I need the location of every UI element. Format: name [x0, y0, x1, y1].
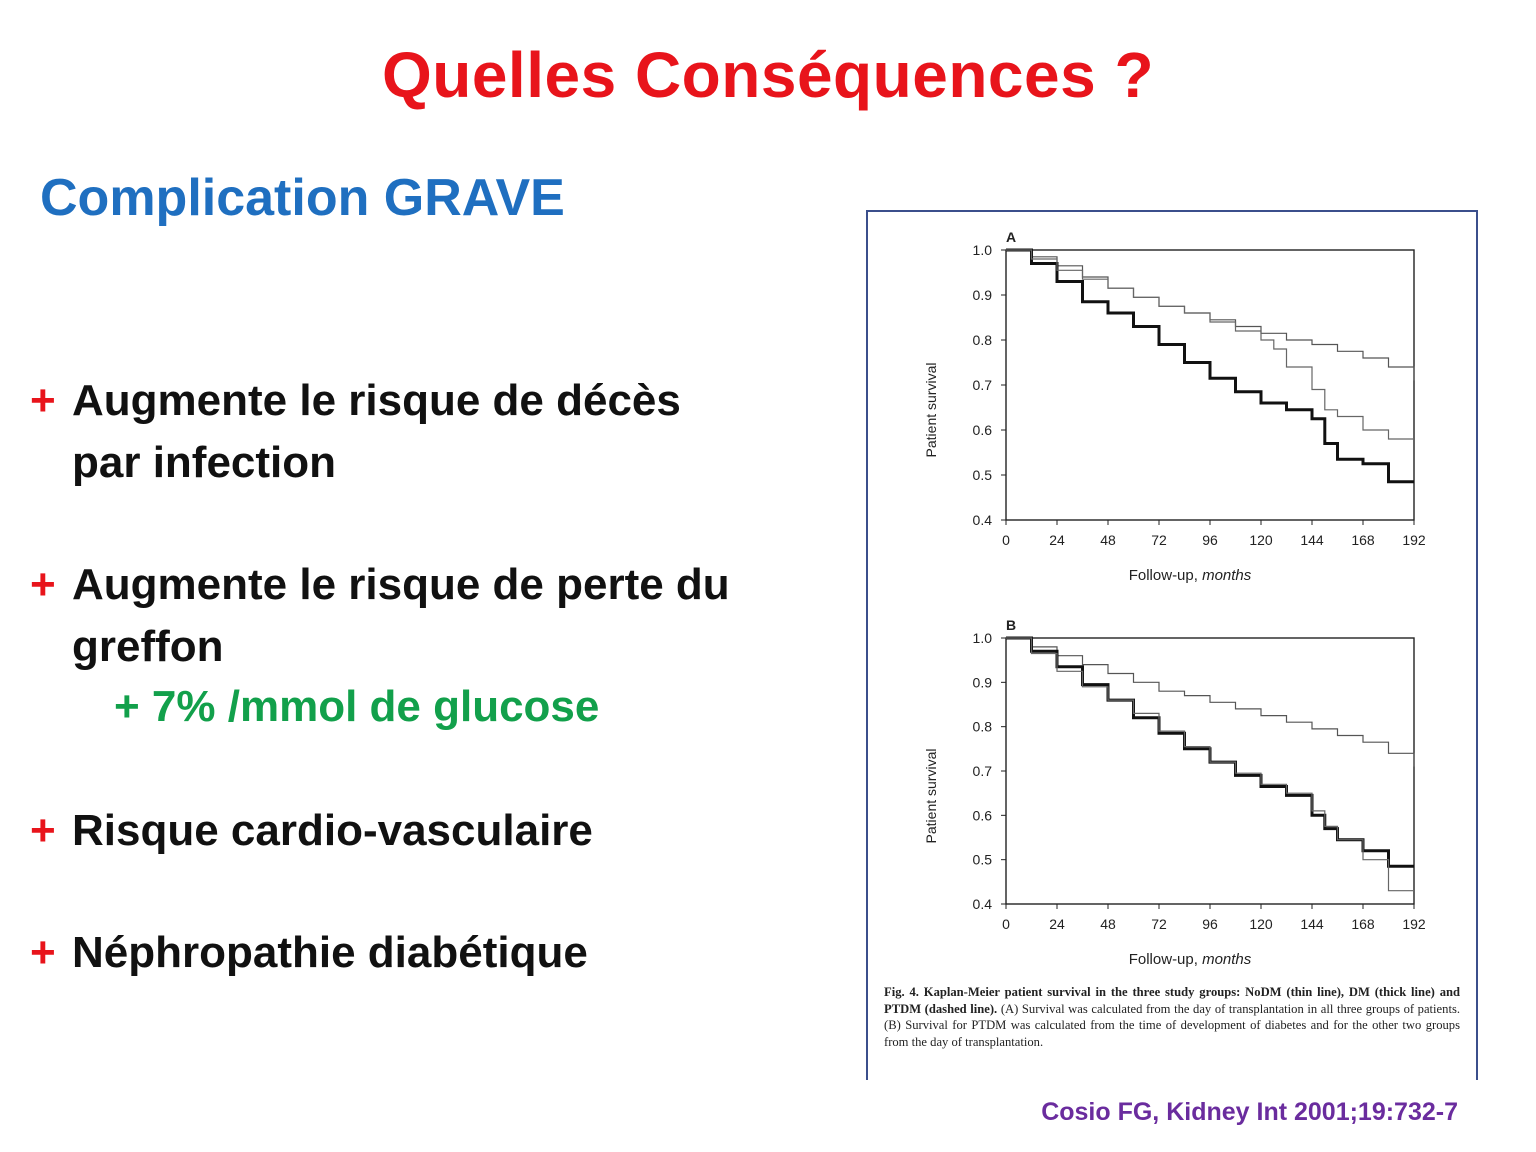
- caption-body: (A) Survival was calculated from the day…: [884, 1001, 1460, 1049]
- x-tick-label: 48: [1100, 916, 1116, 932]
- x-tick-label: 0: [1002, 532, 1010, 548]
- x-tick-label: 192: [1402, 916, 1426, 932]
- survival-curve-dashed: [1006, 637, 1414, 892]
- bullet-text: Augmente le risque de perte du: [72, 560, 730, 609]
- bullet-marker: +: [30, 560, 56, 609]
- caption-title: Fig. 4. Kaplan-Meier patient survival in…: [884, 985, 1460, 1016]
- figure-caption: Fig. 4. Kaplan-Meier patient survival in…: [884, 984, 1460, 1050]
- y-tick-label: 1.0: [973, 630, 993, 646]
- y-tick-label: 0.7: [973, 377, 993, 393]
- bullet-item-4: + Néphropathie diabétique: [30, 922, 588, 984]
- y-tick-label: 0.7: [973, 763, 993, 779]
- x-tick-label: 72: [1151, 916, 1167, 932]
- x-tick-label: 120: [1249, 916, 1273, 932]
- figure-frame: [866, 210, 1478, 1080]
- y-tick-label: 0.4: [973, 896, 993, 912]
- panel-label: B: [1006, 617, 1016, 633]
- kaplan-meier-figure: A 1.0 0.9 0.8 0.7 0.6 0.5 0.4 0 24 48 72 96 120 144 168…: [923, 229, 1426, 968]
- y-tick-label: 0.8: [973, 719, 993, 735]
- x-axis-label: Follow-up, months: [1129, 951, 1252, 968]
- y-tick-label: 0.5: [973, 467, 993, 483]
- bullet-text: Risque cardio-vasculaire: [72, 806, 593, 855]
- y-axis-label: Patient survival: [923, 749, 939, 844]
- y-tick-label: 1.0: [973, 242, 993, 258]
- x-tick-label: 144: [1300, 916, 1324, 932]
- y-tick-label: 0.9: [973, 287, 993, 303]
- x-tick-label: 120: [1249, 532, 1273, 548]
- slide-title: Quelles Conséquences ?: [381, 39, 1155, 111]
- bullet-marker: +: [30, 806, 56, 855]
- survival-curve-thin: [1006, 637, 1415, 767]
- y-axis-label: Patient survival: [923, 363, 939, 458]
- bullet-item-1: + Augmente le risque de décès par infecti…: [30, 370, 681, 494]
- y-tick-label: 0.6: [973, 422, 993, 438]
- x-tick-label: 192: [1402, 532, 1426, 548]
- x-tick-label: 48: [1100, 532, 1116, 548]
- bullet-text-continuation: par infection: [72, 438, 337, 487]
- x-tick-label: 24: [1049, 916, 1065, 932]
- x-tick-label: 72: [1151, 532, 1167, 548]
- y-tick-label: 0.9: [973, 674, 993, 690]
- x-tick-label: 144: [1300, 532, 1324, 548]
- y-tick-label: 0.6: [973, 807, 993, 823]
- bullet-text: Néphropathie diabétique: [72, 928, 588, 977]
- citation: Cosio FG, Kidney Int 2001;19:732-7: [1041, 1098, 1458, 1126]
- bullet-item-2: + Augmente le risque de perte du greffon: [30, 554, 730, 678]
- y-tick-label: 0.5: [973, 852, 993, 868]
- slide-subtitle: Complication GRAVE: [40, 169, 565, 227]
- x-tick-label: 96: [1202, 532, 1218, 548]
- x-axis-label: Follow-up, months: [1129, 567, 1252, 584]
- plot-area-frame: [1005, 249, 1415, 521]
- survival-curve-thick: [1006, 248, 1414, 484]
- bullet-text: Augmente le risque de décès: [72, 376, 681, 425]
- x-tick-label: 96: [1202, 916, 1218, 932]
- x-tick-label: 168: [1351, 916, 1375, 932]
- x-tick-label: 0: [1002, 916, 1010, 932]
- survival-curve-dashed: [1006, 249, 1414, 440]
- bullet-text-continuation: greffon: [72, 622, 224, 671]
- bullet-marker: +: [30, 376, 56, 425]
- x-tick-label: 168: [1351, 532, 1375, 548]
- x-tick-label: 24: [1049, 532, 1065, 548]
- y-tick-label: 0.4: [973, 512, 993, 528]
- plot-area-frame: [1005, 637, 1415, 905]
- bullet-marker: +: [30, 928, 56, 977]
- sub-bullet-glucose: + 7% /mmol de glucose: [114, 682, 600, 731]
- panel-label: A: [1006, 229, 1016, 245]
- y-tick-label: 0.8: [973, 332, 993, 348]
- bullet-item-3: + Risque cardio-vasculaire: [30, 800, 593, 862]
